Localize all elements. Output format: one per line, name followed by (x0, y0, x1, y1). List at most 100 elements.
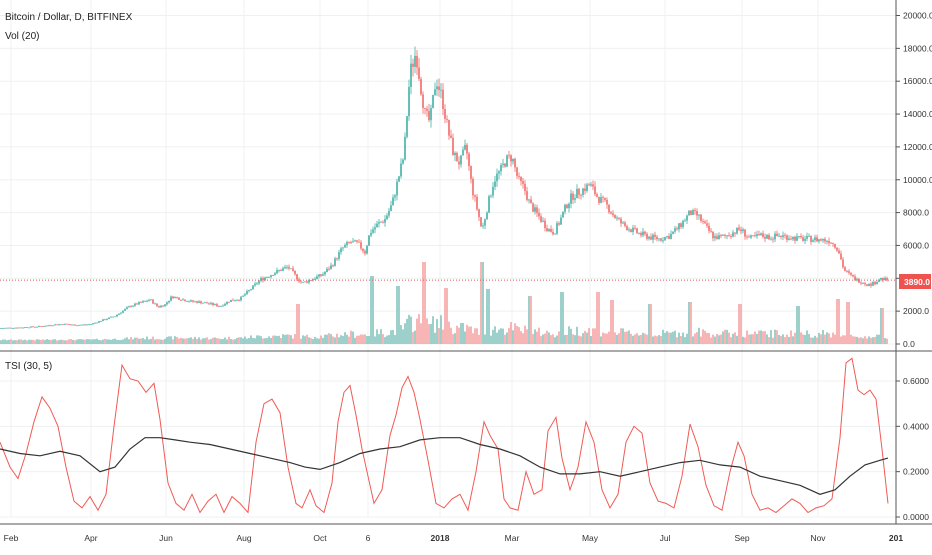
volume-bar (666, 331, 668, 344)
candle-body (550, 228, 552, 232)
volume-bar (556, 335, 558, 344)
volume-bar (276, 336, 278, 344)
volume-bar (838, 299, 840, 344)
volume-bar (794, 332, 796, 344)
y-tick-label: 8000.0 (903, 208, 929, 218)
volume-bar (120, 339, 122, 344)
tsi-tick-label: 0.6000 (903, 376, 929, 386)
volume-bar (292, 338, 294, 344)
volume-bar (150, 338, 152, 344)
tsi-line (0, 357, 889, 514)
candle-body (246, 291, 248, 295)
tsi-tick-label: 0.0000 (903, 512, 929, 522)
candle-body (420, 78, 422, 95)
candle-body (188, 301, 190, 303)
candle-body (568, 203, 570, 209)
candle-body (62, 324, 64, 326)
candle-body (574, 198, 576, 200)
volume-bar (82, 339, 84, 344)
candle-body (494, 181, 496, 187)
volume-bar (324, 334, 326, 344)
volume-bar (816, 337, 818, 344)
candle-body (22, 327, 24, 329)
candle-body (364, 250, 366, 254)
volume-bar (304, 336, 306, 344)
volume-bar (612, 300, 614, 344)
candle-body (224, 303, 226, 306)
candle-body (288, 266, 290, 269)
candle-body (768, 234, 770, 240)
candle-body (268, 276, 270, 278)
volume-bar (550, 335, 552, 344)
volume-bar (456, 325, 458, 344)
volume-bar (702, 329, 704, 344)
candle-body (714, 236, 716, 239)
volume-bar (806, 330, 808, 344)
candle-body (716, 236, 718, 240)
candle-body (374, 227, 376, 230)
candle-body (154, 303, 156, 305)
volume-bar (482, 262, 484, 344)
volume-bar (862, 338, 864, 344)
volume-bar (344, 332, 346, 344)
volume-bar (392, 329, 394, 344)
candle-body (702, 220, 704, 222)
candle-body (308, 280, 310, 283)
candle-body (502, 163, 504, 165)
candle-body (782, 235, 784, 237)
volume-bar (720, 334, 722, 344)
volume-bar (240, 337, 242, 344)
volume-bar (0, 340, 2, 344)
volume-bar (206, 337, 208, 344)
candle-body (602, 197, 604, 198)
volume-bar (136, 337, 138, 344)
candle-body (612, 213, 614, 216)
volume-bar (390, 330, 392, 344)
candle-body (830, 242, 832, 244)
volume-bar (222, 339, 224, 344)
volume-bar (74, 340, 76, 344)
volume-bar (618, 333, 620, 344)
volume-bar (244, 336, 246, 344)
candle-body (646, 233, 648, 239)
candle-body (284, 267, 286, 269)
volume-bar (112, 339, 114, 344)
candle-body (180, 299, 182, 301)
volume-bar (2, 339, 4, 344)
volume-bar (128, 339, 130, 344)
candle-body (780, 235, 782, 237)
volume-bar (38, 339, 40, 344)
candle-body (222, 305, 224, 307)
volume-bar (638, 335, 640, 344)
volume-bar (28, 339, 30, 344)
candle-body (762, 233, 764, 237)
candle-body (88, 324, 90, 326)
candle-body (182, 299, 184, 301)
candle-body (250, 289, 252, 291)
candle-body (530, 199, 532, 204)
candle-body (534, 207, 536, 212)
volume-bar (394, 335, 396, 344)
volume-bar (188, 338, 190, 344)
volume-bar (454, 333, 456, 344)
volume-bar (284, 334, 286, 344)
candle-body (466, 144, 468, 154)
tsi-label: TSI (30, 5) (5, 361, 52, 372)
volume-bar (194, 336, 196, 344)
candle-body (122, 310, 124, 313)
candle-body (38, 326, 40, 327)
candle-body (866, 284, 868, 286)
volume-bar (234, 339, 236, 344)
volume-bar (272, 335, 274, 344)
volume-bar (8, 339, 10, 344)
candle-body (722, 235, 724, 236)
volume-bar (452, 334, 454, 344)
volume-bar (730, 337, 732, 344)
volume-bar (142, 338, 144, 344)
candle-body (384, 219, 386, 223)
volume-bar (840, 336, 842, 344)
volume-bar (428, 324, 430, 344)
candle-body (536, 207, 538, 213)
candle-body (588, 184, 590, 186)
